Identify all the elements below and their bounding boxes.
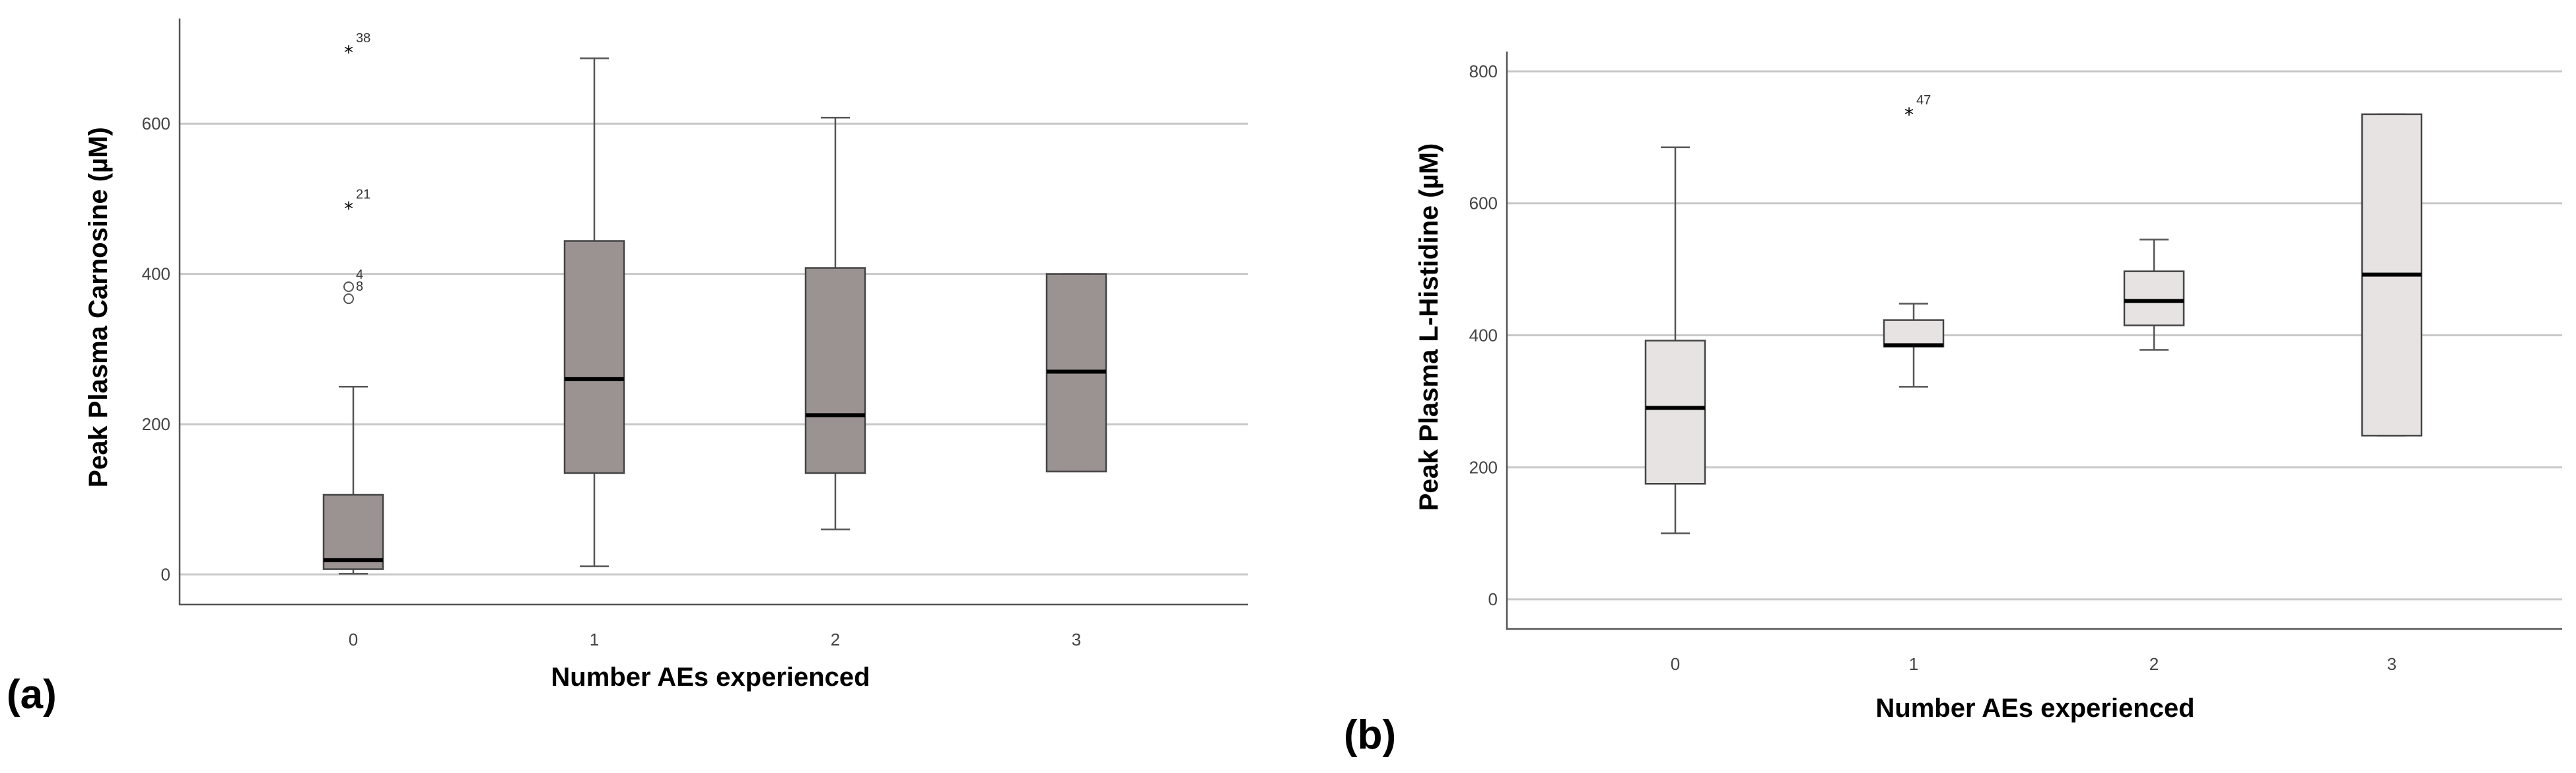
y-tick-label: 200	[1469, 457, 1498, 477]
iqr-box	[563, 240, 625, 474]
box-category-1	[1883, 303, 1945, 388]
y-tick-label: 200	[142, 414, 170, 434]
y-tick-label: 0	[1488, 589, 1498, 609]
panel-b-y-axis-title: Peak Plasma L-Histidine (µM)	[1414, 143, 1444, 511]
x-tick-label: 1	[1909, 654, 1918, 674]
box-category-2	[804, 116, 866, 531]
outlier-circle	[343, 281, 354, 292]
iqr-box	[804, 267, 866, 474]
iqr-box	[2123, 270, 2185, 326]
box-category-0	[322, 385, 384, 575]
x-tick-label: 2	[831, 630, 840, 649]
iqr-box	[1883, 319, 1945, 348]
y-tick-label: 600	[142, 114, 170, 133]
outlier-label: 38	[356, 31, 370, 46]
panel-b-boxes	[1644, 113, 2423, 534]
y-tick-label: 400	[142, 264, 170, 284]
box-category-3	[2361, 113, 2423, 437]
y-tick-label: 0	[161, 565, 170, 585]
box-category-1	[563, 57, 625, 568]
panel-b-outliers: *47	[1904, 93, 1931, 126]
panel-b-ytick-labels: 0 200 400 600 800	[1469, 61, 1498, 609]
panel-a-label: (a)	[7, 672, 57, 718]
y-tick-label: 800	[1469, 61, 1498, 81]
x-tick-label: 2	[2149, 654, 2159, 674]
panel-b-x-axis-title: Number AEs experienced	[1875, 694, 2194, 723]
outlier-label: 4	[356, 268, 363, 282]
panel-a-ytick-labels: 0 200 400 600	[142, 114, 170, 584]
x-tick-label: 0	[349, 630, 358, 649]
outlier-circle	[343, 293, 354, 305]
x-tick-label: 0	[1671, 654, 1680, 674]
panel-b-axes	[1506, 52, 2562, 630]
x-tick-label: 3	[1072, 630, 1081, 649]
panel-a-y-axis-title: Peak Plasma Carnosine (µM)	[84, 127, 113, 487]
y-tick-label: 400	[1469, 326, 1498, 346]
outlier-label: 8	[356, 279, 363, 294]
outlier-label: 21	[356, 187, 370, 202]
panel-b-label: (b)	[1344, 712, 1396, 758]
outlier-label: 47	[1916, 93, 1931, 108]
x-tick-label: 1	[590, 630, 599, 649]
iqr-box	[322, 494, 384, 570]
outlier-star: *	[344, 198, 353, 219]
iqr-box	[1644, 340, 1706, 485]
panel-a-boxes	[322, 57, 1107, 575]
outlier-star: *	[344, 42, 353, 63]
box-category-2	[2123, 239, 2185, 351]
panel-a-x-axis-title: Number AEs experienced	[551, 663, 870, 692]
panel-a-axes	[178, 18, 1248, 606]
x-tick-label: 3	[2387, 654, 2396, 674]
outlier-star: *	[1904, 104, 1914, 126]
panel-b-xtick-labels: 0 1 2 3	[1671, 654, 2396, 674]
box-category-3	[1045, 273, 1107, 472]
panel-a-xtick-labels: 0 1 2 3	[349, 630, 1081, 649]
panel-b-chart: *47 0 200 400 600 800 0 1 2 3 Peak Plasma L-His…	[1344, 52, 2562, 758]
y-tick-label: 600	[1469, 194, 1498, 213]
box-category-0	[1644, 146, 1706, 534]
